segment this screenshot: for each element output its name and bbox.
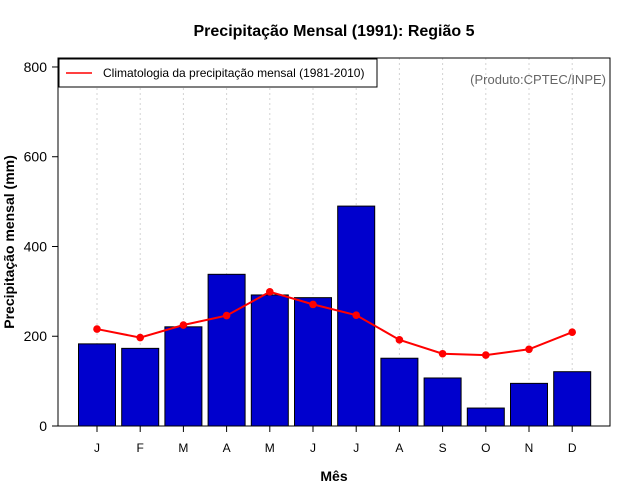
y-axis: 0 200 400 600 800 (24, 59, 58, 434)
legend: Climatologia da precipitação mensal (198… (58, 58, 378, 88)
legend-label-climatology: Climatologia da precipitação mensal (198… (103, 66, 364, 80)
x-tick-label: J (310, 441, 316, 455)
climatology-point-11 (525, 345, 533, 354)
x-tick-label: N (525, 441, 534, 455)
climatology-point-5 (266, 288, 274, 296)
y-tick-label: 200 (24, 328, 48, 344)
y-tick-label: 400 (24, 238, 48, 254)
x-tick-label: J (353, 441, 359, 455)
climatology-point-7 (352, 311, 361, 319)
climatology-point-1 (93, 325, 101, 333)
plot-area-frame (57, 57, 611, 427)
x-tick-label: J (94, 441, 100, 455)
x-tick-label: S (439, 441, 447, 455)
y-tick-label: 600 (24, 149, 48, 165)
bar-3 (164, 326, 203, 427)
climatology-line-series (93, 288, 576, 359)
bar-11 (510, 382, 548, 427)
bar-9 (423, 377, 462, 427)
bar-1 (78, 343, 116, 427)
bar-12 (553, 371, 592, 427)
bar-series (78, 205, 592, 427)
bar-6 (294, 297, 332, 427)
x-tick-label: O (481, 441, 490, 455)
bar-4 (207, 273, 246, 427)
climatology-line (96, 290, 573, 357)
x-tick-label: A (395, 441, 403, 455)
climatology-point-10 (482, 351, 490, 359)
legend-box (58, 58, 378, 88)
x-tick-label: A (223, 441, 231, 455)
chart-title: Precipitação Mensal (1991): Região 5 (194, 23, 475, 40)
bar-2 (121, 347, 160, 427)
x-tick-label: F (137, 441, 144, 455)
y-tick-label: 0 (39, 418, 47, 434)
product-credit-annotation: (Produto:CPTEC/INPE) (470, 72, 606, 87)
climatology-point-2 (136, 333, 144, 342)
bar-10 (466, 407, 505, 427)
x-tick-label: M (265, 441, 275, 455)
climatology-point-12 (568, 328, 576, 337)
climatology-point-6 (309, 300, 317, 309)
x-tick-label: D (568, 441, 577, 455)
climatology-point-3 (179, 321, 188, 329)
y-tick-label: 800 (24, 59, 48, 75)
climatology-point-9 (438, 349, 447, 358)
y-axis-title: Precipitação mensal (mm) (1, 155, 17, 329)
climatology-point-4 (222, 311, 231, 320)
bar-5 (250, 294, 289, 427)
bar-8 (380, 357, 419, 427)
x-axis-title: Mês (320, 468, 347, 484)
climatology-point-8 (395, 336, 404, 344)
x-tick-label: M (178, 441, 188, 455)
